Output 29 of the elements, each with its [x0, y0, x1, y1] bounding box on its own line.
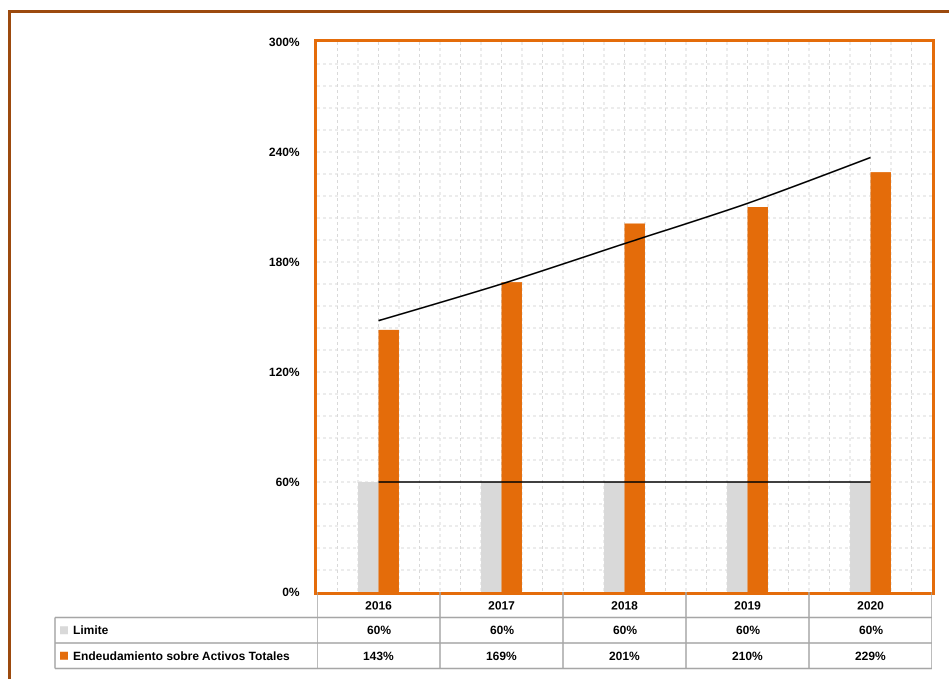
y-tick-label: 60%	[276, 475, 300, 490]
data-label: 229%	[855, 649, 886, 663]
legend-label: Endeudamiento sobre Activos Totales	[73, 649, 290, 663]
y-tick-label: 300%	[268, 35, 300, 50]
legend-label: Limite	[73, 623, 109, 637]
data-label: 60%	[367, 623, 392, 637]
x-tick-label: 2020	[857, 598, 884, 612]
data-label: 60%	[736, 623, 760, 637]
bar	[748, 207, 768, 592]
line-series	[378, 156, 872, 322]
y-tick-label: 240%	[268, 145, 300, 160]
data-label: 169%	[486, 649, 518, 663]
y-tick-label: 120%	[268, 365, 300, 380]
x-tick-label: 2018	[611, 598, 638, 612]
y-tick-label: 0%	[282, 585, 300, 600]
data-label: 60%	[859, 623, 884, 637]
x-tick-label: 2017	[488, 598, 516, 612]
data-label: 60%	[613, 623, 638, 637]
bar	[870, 172, 891, 592]
data-label: 60%	[490, 623, 514, 637]
data-label: 201%	[609, 649, 640, 663]
bar	[624, 224, 645, 592]
x-tick-label: 2016	[365, 598, 392, 612]
x-tick-label: 2019	[734, 598, 762, 612]
y-tick-label: 180%	[268, 255, 300, 270]
data-label: 143%	[363, 649, 394, 663]
bar	[378, 330, 399, 592]
data-label: 210%	[732, 649, 764, 663]
bar	[502, 282, 522, 592]
